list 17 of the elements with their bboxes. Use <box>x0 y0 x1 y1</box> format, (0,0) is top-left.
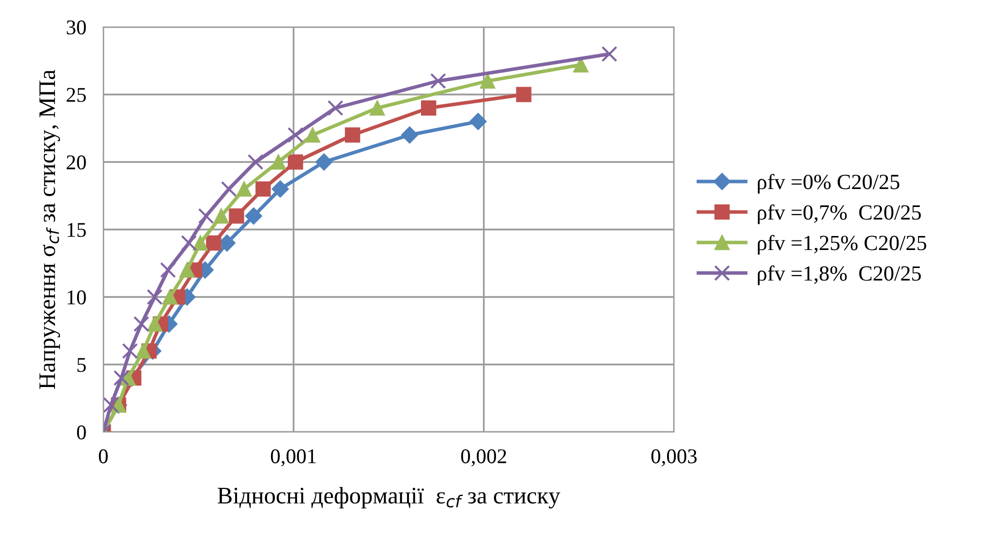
y-tick-label: 5 <box>77 358 86 372</box>
y-tick-label: 10 <box>68 290 86 304</box>
y-tick-label: 0 <box>77 425 86 440</box>
x-tick-label: 0,002 <box>461 449 506 466</box>
x-tick-label: 0,001 <box>270 449 316 466</box>
legend-label: ρfv =0,7% C20/25 <box>758 204 921 224</box>
legend-label: ρfv =1,8% C20/25 <box>758 265 921 286</box>
y-tick-label: 25 <box>66 88 86 102</box>
x-axis-title: Відносні деформації ε$_{cf}$ за стиску <box>218 487 560 508</box>
legend-label: ρfv =0% C20/25 <box>758 174 900 194</box>
x-tick-label: 0 <box>98 449 108 464</box>
y-tick-label: 15 <box>68 222 86 237</box>
y-axis-title: Напруження σ$_{cf}$ за стиску, МПа <box>39 70 60 390</box>
y-tick-label: 20 <box>66 155 86 170</box>
y-tick-label: 30 <box>66 20 86 34</box>
x-tick-label: 0,003 <box>651 449 697 466</box>
legend-label: ρfv =1,25% C20/25 <box>758 234 926 255</box>
